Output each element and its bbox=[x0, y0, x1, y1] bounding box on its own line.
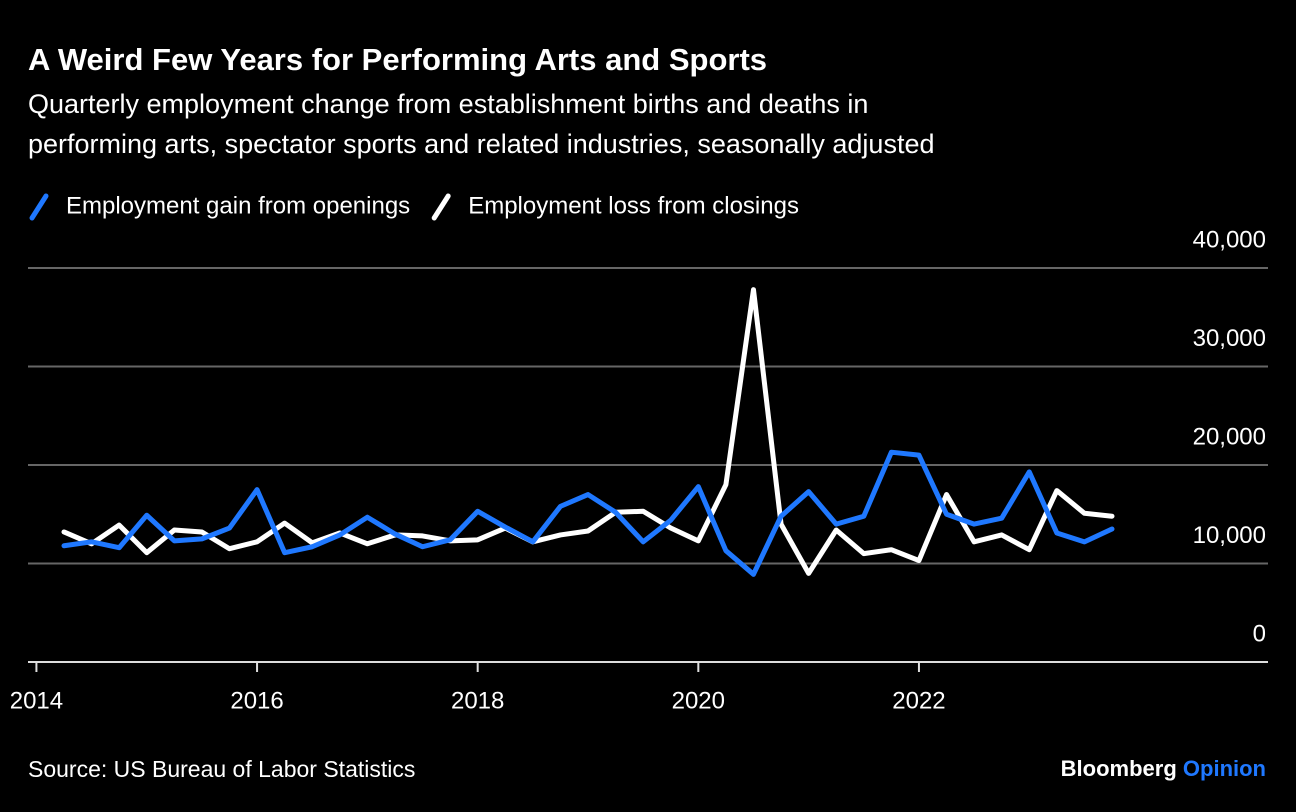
legend-label: Employment gain from openings bbox=[66, 192, 410, 219]
brand-name: Bloomberg bbox=[1061, 756, 1177, 781]
source: Source: US Bureau of Labor Statistics bbox=[28, 756, 415, 782]
x-tick-label: 2020 bbox=[672, 687, 725, 714]
y-tick-label: 30,000 bbox=[1193, 325, 1266, 352]
x-tick-label: 2018 bbox=[451, 687, 504, 714]
y-tick-label: 40,000 bbox=[1193, 226, 1266, 253]
chart-subtitle: performing arts, spectator sports and re… bbox=[28, 129, 934, 159]
y-tick-label: 10,000 bbox=[1193, 522, 1266, 549]
series-line bbox=[61, 287, 1115, 576]
y-tick-label: 20,000 bbox=[1193, 423, 1266, 450]
legend-swatch bbox=[29, 193, 49, 221]
chart-title: A Weird Few Years for Performing Arts an… bbox=[28, 42, 767, 77]
x-tick-label: 2016 bbox=[230, 687, 283, 714]
brand: Bloomberg Opinion bbox=[1061, 756, 1266, 781]
x-tick-label: 2022 bbox=[892, 687, 945, 714]
y-tick-label: 0 bbox=[1253, 620, 1266, 647]
series-line bbox=[61, 449, 1115, 577]
brand-suffix: Opinion bbox=[1183, 756, 1266, 781]
x-tick-label: 2014 bbox=[10, 687, 63, 714]
legend-label: Employment loss from closings bbox=[468, 192, 799, 219]
legend-swatch bbox=[431, 193, 451, 221]
chart-subtitle: Quarterly employment change from establi… bbox=[28, 89, 868, 119]
